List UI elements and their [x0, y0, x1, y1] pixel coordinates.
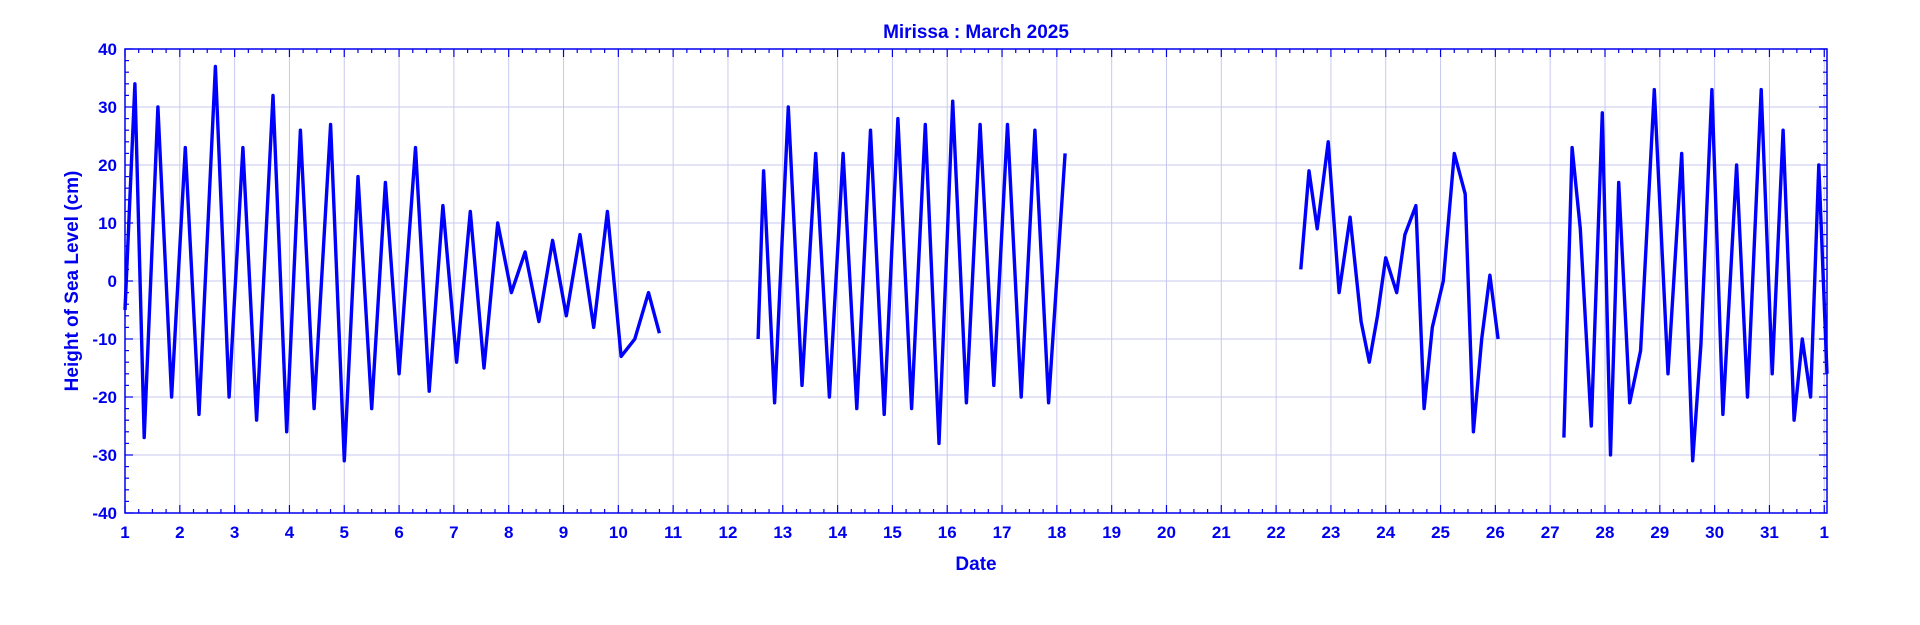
x-tick-label: 13 — [773, 523, 792, 542]
y-tick-labels: -40 -30 -20 -10 0 10 20 30 40 — [92, 40, 117, 523]
y-tick-label: 30 — [98, 98, 117, 117]
x-tick-label: 8 — [504, 523, 513, 542]
x-tick-label: 29 — [1650, 523, 1669, 542]
x-tick-label: 28 — [1596, 523, 1615, 542]
chart-title: Mirissa : March 2025 — [883, 22, 1069, 43]
x-tick-label: 25 — [1431, 523, 1450, 542]
ticks — [124, 48, 1827, 514]
x-tick-label: 12 — [719, 523, 738, 542]
series-line-segment — [123, 64, 662, 463]
series-line-segment — [1562, 87, 1829, 463]
x-axis-label: Date — [955, 554, 996, 575]
y-tick-label: 0 — [108, 272, 117, 291]
y-tick-label: -10 — [92, 330, 117, 349]
x-tick-label: 14 — [828, 523, 847, 542]
x-tick-label: 2 — [175, 523, 184, 542]
x-tick-label: 3 — [230, 523, 239, 542]
y-tick-label: -30 — [92, 446, 117, 465]
y-tick-label: -40 — [92, 504, 117, 523]
x-tick-label: 10 — [609, 523, 628, 542]
y-tick-label: -20 — [92, 388, 117, 407]
x-tick-label: 23 — [1321, 523, 1340, 542]
x-tick-label: 16 — [938, 523, 957, 542]
x-tick-label: 21 — [1212, 523, 1231, 542]
series-layer — [123, 64, 1829, 463]
x-tick-label: 18 — [1047, 523, 1066, 542]
series-line-segment — [756, 99, 1067, 446]
x-tick-label: 17 — [993, 523, 1012, 542]
y-tick-label: 20 — [98, 156, 117, 175]
x-tick-label: 4 — [285, 523, 295, 542]
x-tick-label: 1 — [1820, 523, 1829, 542]
y-tick-label: 40 — [98, 40, 117, 59]
x-tick-label: 15 — [883, 523, 902, 542]
x-tick-label: 19 — [1102, 523, 1121, 542]
x-tick-label: 9 — [559, 523, 568, 542]
y-tick-label: 10 — [98, 214, 117, 233]
x-tick-label: 1 — [120, 523, 129, 542]
x-tick-label: 22 — [1267, 523, 1286, 542]
x-tick-label: 20 — [1157, 523, 1176, 542]
x-tick-label: 5 — [340, 523, 349, 542]
x-tick-label: 26 — [1486, 523, 1505, 542]
x-tick-label: 24 — [1376, 523, 1395, 542]
x-tick-label: 31 — [1760, 523, 1779, 542]
x-tick-label: 27 — [1541, 523, 1560, 542]
x-tick-label: 30 — [1705, 523, 1724, 542]
series-line-segment — [1299, 140, 1500, 434]
x-tick-label: 7 — [449, 523, 458, 542]
x-tick-label: 6 — [394, 523, 403, 542]
y-axis-label: Height of Sea Level (cm) — [62, 171, 83, 392]
x-tick-labels: 1 2 3 4 5 6 7 8 9 10 11 12 13 14 15 16 17 18 19 20 21 22 23 24 2… — [120, 523, 1829, 542]
x-tick-label: 11 — [664, 523, 682, 542]
